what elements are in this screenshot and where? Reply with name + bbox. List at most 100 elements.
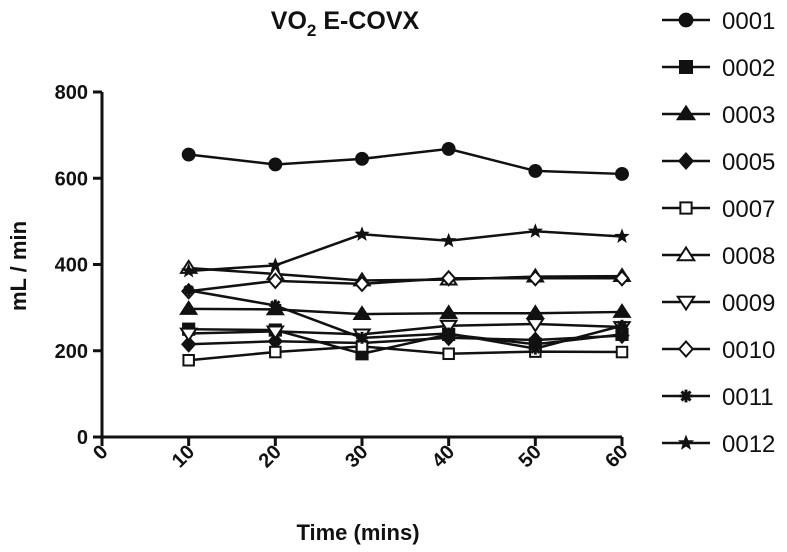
data-point-0010-60 bbox=[614, 269, 630, 287]
data-point-0010-50 bbox=[527, 269, 543, 287]
legend-item-0012: 0012 bbox=[662, 431, 775, 458]
data-point-0012-10 bbox=[180, 262, 197, 278]
series-0012 bbox=[180, 223, 630, 278]
legend-item-0003: 0003 bbox=[662, 102, 775, 129]
y-tick-label-800: 800 bbox=[55, 82, 88, 104]
x-tick-label-60: 60 bbox=[601, 441, 632, 472]
data-point-0005-10 bbox=[181, 335, 197, 353]
legend-marker-0002 bbox=[679, 60, 693, 74]
series-line-0012 bbox=[188, 230, 623, 273]
series-line-0001 bbox=[188, 147, 623, 176]
legend-marker-0012 bbox=[677, 434, 695, 450]
x-tick-label-10: 10 bbox=[168, 441, 199, 472]
data-point-0010-30 bbox=[354, 275, 370, 293]
data-point-0003-40 bbox=[439, 304, 459, 320]
series-0007 bbox=[182, 340, 629, 367]
data-point-0003-10 bbox=[179, 300, 199, 315]
legend-marker-0011 bbox=[679, 389, 693, 403]
data-point-0007-40 bbox=[442, 347, 455, 361]
legend-item-0009: 0009 bbox=[662, 290, 775, 317]
series-line-0009 bbox=[188, 322, 623, 336]
data-point-0001-20 bbox=[268, 157, 283, 172]
data-point-0011-20 bbox=[269, 299, 282, 312]
y-tick-label-600: 600 bbox=[55, 168, 88, 190]
legend-label-0012: 0012 bbox=[722, 431, 775, 458]
legend-item-0005: 0005 bbox=[662, 149, 775, 176]
series-line-0010 bbox=[188, 277, 622, 293]
data-point-0012-60 bbox=[614, 228, 630, 243]
y-tick-label-0: 0 bbox=[77, 427, 88, 449]
legend-marker-0009 bbox=[675, 295, 697, 312]
series-0009 bbox=[179, 318, 632, 344]
data-point-0012-20 bbox=[267, 257, 284, 272]
data-point-0007-60 bbox=[615, 345, 629, 359]
series-line-0005 bbox=[188, 334, 623, 346]
chart-title: VO2 E-COVX bbox=[271, 7, 420, 40]
legend-marker-0005 bbox=[677, 152, 695, 170]
data-point-0009-20 bbox=[265, 325, 285, 341]
y-tick-label-400: 400 bbox=[55, 255, 88, 277]
legend-item-0010: 0010 bbox=[662, 337, 775, 364]
legend-label-0011: 0011 bbox=[722, 384, 774, 411]
legend-label-0007: 0007 bbox=[722, 196, 775, 223]
x-tick-label-20: 20 bbox=[255, 441, 286, 472]
legend-label-0009: 0009 bbox=[722, 290, 775, 317]
legend-label-0005: 0005 bbox=[722, 149, 775, 176]
legend-item-0002: 0002 bbox=[662, 55, 775, 82]
plot-area bbox=[179, 141, 632, 367]
series-line-0002 bbox=[188, 327, 623, 356]
data-point-0012-30 bbox=[354, 226, 370, 241]
legend: 0001 0002 0003 0005 0007 0008 0009 0010 0011 0012 bbox=[662, 8, 775, 458]
y-axis-title: mL / min bbox=[6, 221, 31, 311]
data-point-0011-40 bbox=[442, 327, 455, 340]
data-point-0007-20 bbox=[269, 345, 282, 359]
data-point-0012-50 bbox=[527, 223, 544, 238]
data-point-0009-50 bbox=[525, 318, 545, 333]
x-tick-label-30: 30 bbox=[341, 441, 372, 472]
data-point-0007-10 bbox=[182, 353, 195, 367]
data-point-0012-40 bbox=[440, 232, 457, 248]
data-point-0010-20 bbox=[267, 272, 283, 290]
x-tick-label-40: 40 bbox=[428, 441, 459, 472]
legend-marker-0001 bbox=[678, 12, 694, 28]
data-point-0001-40 bbox=[441, 141, 456, 156]
data-point-0009-10 bbox=[179, 327, 199, 343]
legend-label-0002: 0002 bbox=[722, 55, 775, 82]
x-axis-title: Time (mins) bbox=[296, 520, 419, 545]
legend-item-0007: 0007 bbox=[662, 196, 775, 223]
data-point-0001-30 bbox=[355, 151, 369, 166]
data-point-0001-60 bbox=[615, 166, 629, 181]
legend-marker-0010 bbox=[677, 340, 695, 358]
series-0001 bbox=[181, 141, 629, 181]
legend-item-0011: 0011 bbox=[662, 384, 774, 411]
series-0011 bbox=[182, 284, 628, 355]
legend-marker-0003 bbox=[675, 104, 697, 121]
data-point-0011-30 bbox=[356, 331, 368, 344]
data-point-0003-30 bbox=[352, 305, 372, 320]
data-point-0010-40 bbox=[441, 269, 457, 287]
data-point-0001-50 bbox=[528, 163, 543, 178]
data-point-0003-60 bbox=[612, 303, 632, 318]
data-point-0009-40 bbox=[439, 319, 459, 335]
x-tick-label-50: 50 bbox=[515, 441, 546, 472]
data-point-0011-60 bbox=[616, 319, 628, 332]
legend-label-0001: 0001 bbox=[722, 8, 775, 35]
data-point-0001-10 bbox=[181, 147, 196, 162]
y-tick-label-200: 200 bbox=[55, 341, 88, 363]
series-line-0007 bbox=[188, 345, 623, 362]
legend-label-0008: 0008 bbox=[722, 243, 775, 270]
legend-label-0003: 0003 bbox=[722, 102, 775, 129]
legend-marker-0008 bbox=[675, 245, 697, 262]
legend-item-0001: 0001 bbox=[662, 8, 775, 35]
data-point-0011-10 bbox=[182, 284, 195, 297]
legend-label-0010: 0010 bbox=[722, 337, 775, 364]
data-point-0011-50 bbox=[529, 342, 542, 355]
legend-marker-0007 bbox=[679, 201, 693, 215]
legend-item-0008: 0008 bbox=[662, 243, 775, 270]
series-line-0011 bbox=[188, 289, 623, 350]
series-line-0003 bbox=[188, 307, 623, 316]
series-0010 bbox=[181, 269, 630, 300]
series-0003 bbox=[179, 300, 632, 320]
